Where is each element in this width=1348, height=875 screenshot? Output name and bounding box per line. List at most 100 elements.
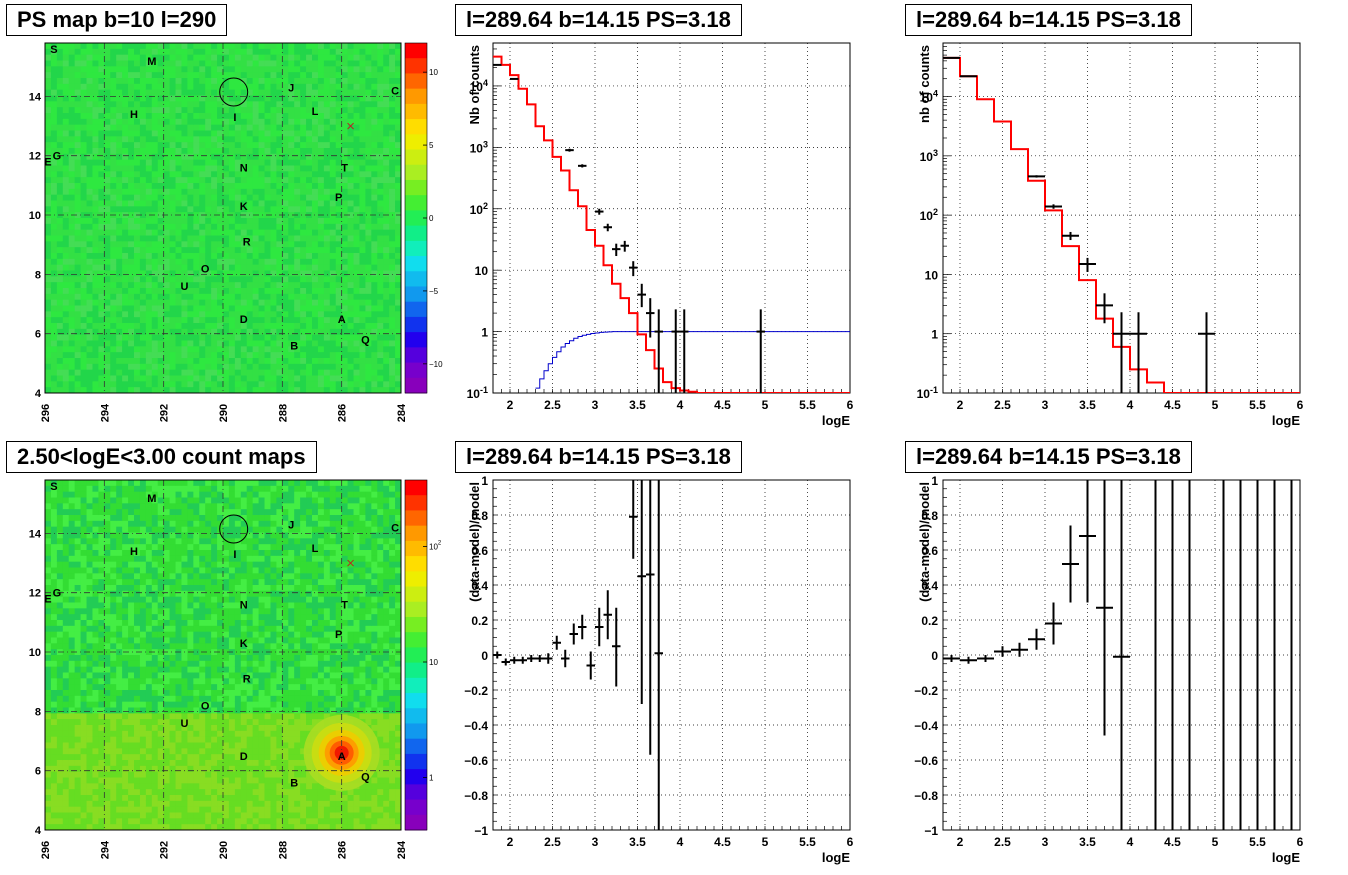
map-pixel [395, 311, 402, 318]
map-pixel [211, 270, 218, 277]
map-pixel [377, 247, 384, 254]
map-pixel [145, 340, 153, 347]
map-pixel [80, 754, 87, 761]
map-pixel [151, 748, 159, 755]
map-pixel [134, 760, 141, 767]
map-pixel [80, 223, 87, 230]
map-pixel [163, 188, 170, 195]
map-pixel [223, 253, 230, 260]
map-pixel [347, 293, 354, 300]
map-pixel [50, 561, 58, 568]
map-pixel [62, 614, 70, 621]
map-pixel [80, 503, 87, 510]
map-pixel [187, 206, 194, 213]
map-pixel [139, 690, 147, 697]
map-pixel [252, 95, 259, 102]
map-pixel [246, 218, 253, 225]
map-pixel [169, 206, 176, 213]
map-pixel [223, 293, 230, 300]
map-pixel [246, 153, 253, 160]
map-pixel [246, 276, 253, 283]
map-pixel [264, 311, 271, 318]
map-pixel [199, 235, 206, 242]
map-pixel [104, 107, 111, 114]
map-pixel [163, 311, 170, 318]
map-pixel [74, 328, 81, 335]
map-pixel [68, 247, 75, 254]
map-pixel [157, 620, 164, 627]
map-pixel [199, 334, 206, 341]
map-pixel [294, 241, 301, 248]
map-pixel [217, 241, 224, 248]
map-pixel [86, 614, 93, 621]
map-pixel [377, 311, 384, 318]
map-pixel [163, 672, 170, 679]
map-pixel [98, 229, 105, 236]
map-pixel [347, 148, 354, 155]
map-pixel [110, 153, 117, 160]
map-pixel [169, 124, 176, 131]
map-pixel [98, 503, 105, 510]
map-pixel [317, 264, 325, 271]
map-pixel [252, 264, 259, 271]
map-pixel [359, 317, 366, 324]
map-pixel [377, 159, 384, 166]
map-pixel [62, 363, 70, 370]
map-pixel [56, 765, 64, 772]
map-pixel [145, 748, 153, 755]
map-pixel [104, 771, 111, 778]
map-pixel [128, 340, 135, 347]
map-pixel [151, 789, 159, 796]
map-pixel [128, 375, 135, 382]
map-pixel [56, 503, 64, 510]
map-pixel [110, 118, 117, 125]
map-pixel [98, 480, 105, 487]
map-pixel [104, 649, 111, 656]
map-pixel [62, 567, 70, 574]
map-pixel [157, 579, 164, 586]
map-pixel [128, 480, 135, 487]
map-pixel [116, 818, 123, 825]
map-pixel [157, 352, 164, 359]
map-pixel [92, 730, 99, 737]
map-pixel [62, 765, 70, 772]
map-pixel [157, 550, 164, 557]
map-pixel [264, 229, 271, 236]
map-pixel [104, 532, 111, 539]
map-pixel [300, 223, 307, 230]
map-pixel [252, 293, 259, 300]
map-pixel [56, 672, 64, 679]
map-pixel [116, 66, 123, 73]
map-pixel [181, 101, 188, 108]
map-pixel [246, 78, 253, 85]
map-pixel [92, 608, 99, 615]
map-pixel [110, 602, 117, 609]
map-pixel [145, 218, 153, 225]
map-pixel [389, 48, 396, 55]
source-label-S: S [50, 44, 57, 56]
map-pixel [134, 690, 141, 697]
map-pixel [56, 311, 64, 318]
map-pixel [312, 375, 319, 382]
map-pixel [163, 789, 170, 796]
map-pixel [86, 725, 93, 732]
map-pixel [217, 229, 224, 236]
map-pixel [116, 171, 123, 178]
map-pixel [151, 678, 159, 685]
map-pixel [383, 253, 390, 260]
map-pixel [371, 130, 378, 137]
map-pixel [234, 83, 242, 90]
map-pixel [128, 806, 135, 813]
map-pixel [234, 183, 242, 190]
map-pixel [80, 253, 87, 260]
map-pixel [234, 381, 242, 388]
map-pixel [181, 247, 188, 254]
map-pixel [323, 118, 331, 125]
map-pixel [163, 142, 170, 149]
map-pixel [139, 177, 147, 184]
map-pixel [98, 235, 105, 242]
map-pixel [395, 270, 402, 277]
colorbar-tick-label: 0 [429, 214, 434, 223]
map-pixel [205, 276, 212, 283]
map-pixel [264, 253, 271, 260]
